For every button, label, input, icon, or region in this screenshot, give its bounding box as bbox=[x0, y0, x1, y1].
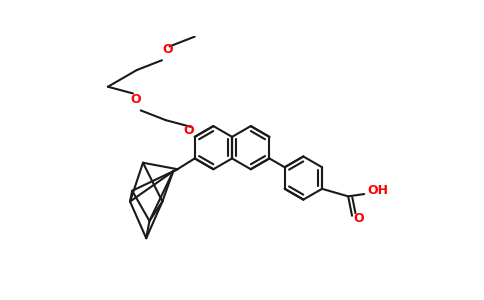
Text: O: O bbox=[130, 93, 141, 106]
Text: O: O bbox=[162, 43, 173, 56]
Text: O: O bbox=[353, 212, 363, 225]
Text: OH: OH bbox=[367, 184, 389, 197]
Text: O: O bbox=[183, 124, 194, 137]
